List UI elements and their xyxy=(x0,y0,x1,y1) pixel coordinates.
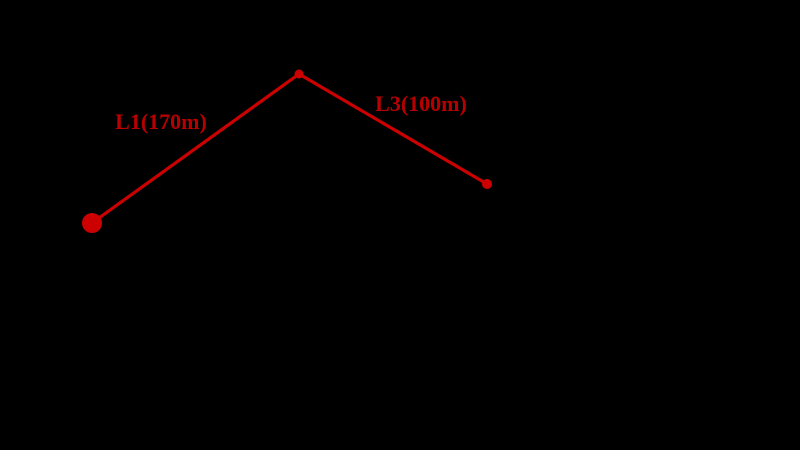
edge-L1-label: L1(170m) xyxy=(115,109,207,134)
nodes-layer xyxy=(82,69,492,233)
edge-L3 xyxy=(298,72,488,186)
peak-node xyxy=(294,69,304,79)
edge-L1 xyxy=(91,72,300,225)
edge-L3-label: L3(100m) xyxy=(375,91,467,116)
edges-layer xyxy=(91,72,488,225)
end-node xyxy=(482,179,492,189)
edge-labels-layer: L1(170m) L3(100m) xyxy=(115,91,467,134)
start-node xyxy=(82,213,102,233)
